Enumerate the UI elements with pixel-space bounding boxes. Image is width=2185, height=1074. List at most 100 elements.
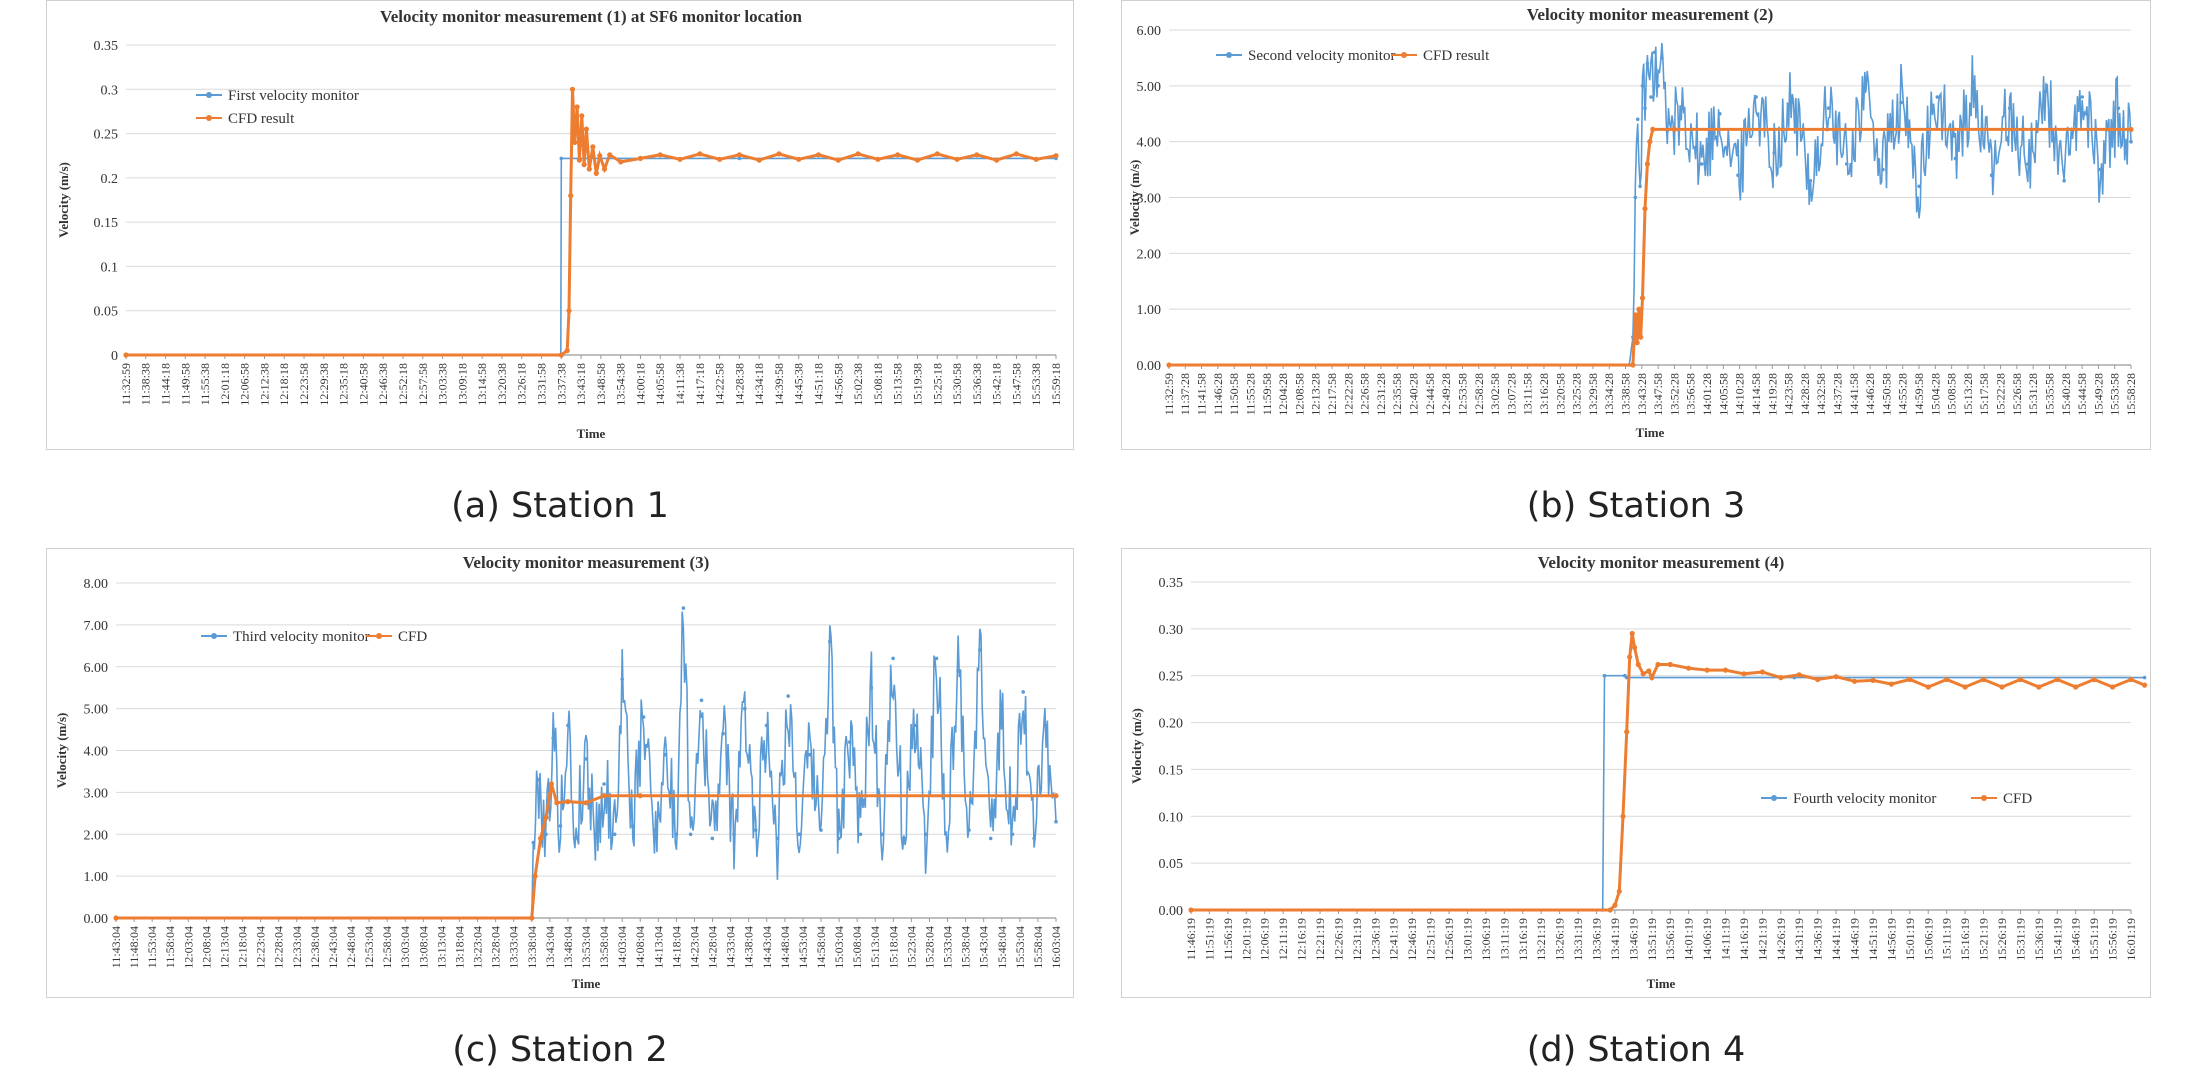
x-tick-label: 13:51:19 <box>1645 918 1659 961</box>
data-point <box>1645 61 1650 66</box>
cfd-series <box>113 781 1059 921</box>
x-tick-label: 14:56:19 <box>1884 918 1898 961</box>
data-point <box>1736 173 1740 177</box>
legend-label: CFD result <box>228 111 295 127</box>
x-tick-label: 14:01:28 <box>1700 373 1714 416</box>
x-tick-label: 14:11:38 <box>673 363 687 405</box>
data-point <box>697 151 703 157</box>
data-point <box>1632 312 1638 318</box>
data-point <box>1844 162 1849 166</box>
data-point <box>1634 340 1640 346</box>
x-tick-label: 11:44:18 <box>159 363 173 405</box>
legend-label: First velocity monitor <box>228 88 359 104</box>
x-tick-label: 14:00:18 <box>633 363 647 406</box>
data-point <box>710 836 715 841</box>
y-tick-label: 4.00 <box>84 745 109 760</box>
x-tick-label: 14:31:19 <box>1792 918 1806 961</box>
data-point <box>597 153 603 159</box>
x-tick-label: 14:26:19 <box>1774 918 1788 961</box>
data-point <box>531 840 536 845</box>
x-tick-label: 15:11:19 <box>1940 918 1954 960</box>
data-point <box>699 698 704 703</box>
data-point <box>544 832 548 837</box>
legend-label: Second velocity monitor <box>1248 48 1395 64</box>
cfd-series <box>1188 630 2148 913</box>
data-point <box>601 166 608 172</box>
data-point <box>1632 645 1638 651</box>
x-tick-label: 14:01:19 <box>1682 918 1696 961</box>
x-tick-label: 11:37:28 <box>1178 373 1192 415</box>
x-tick-label: 14:37:28 <box>1830 373 1844 416</box>
data-point <box>594 832 599 837</box>
x-tick-label: 14:33:04 <box>724 926 738 969</box>
x-tick-label: 15:53:58 <box>2108 373 2122 416</box>
x-tick-label: 14:10:28 <box>1733 373 1747 416</box>
x-tick-label: 13:18:04 <box>452 926 466 969</box>
data-point <box>1627 654 1633 660</box>
data-point <box>732 832 736 837</box>
x-tick-label: 12:46:19 <box>1405 918 1419 961</box>
x-tick-label: 13:09:18 <box>455 363 469 406</box>
chart-title: Velocity monitor measurement (1) at SF6 … <box>380 7 802 26</box>
x-tick-label: 14:55:28 <box>1896 373 1910 416</box>
x-tick-label: 13:16:28 <box>1537 373 1551 416</box>
legend-label: CFD <box>398 629 427 645</box>
data-point <box>566 308 572 314</box>
data-point <box>573 836 577 841</box>
y-axis-label: Velocity (m/s) <box>1129 708 1144 784</box>
data-point <box>753 828 758 832</box>
x-tick-label: 12:22:28 <box>1341 373 1355 416</box>
x-tick-label: 11:55:28 <box>1243 373 1257 415</box>
y-tick-label: 0.00 <box>1137 359 1162 374</box>
x-tick-label: 13:53:04 <box>579 926 593 969</box>
data-point <box>1851 678 1858 684</box>
data-point <box>1881 167 1885 172</box>
legend-marker <box>376 633 382 639</box>
chart-title: Velocity monitor measurement (2) <box>1527 5 1774 24</box>
data-point <box>1704 667 1710 673</box>
legend-marker <box>206 92 212 98</box>
legend-item: CFD <box>366 629 427 645</box>
x-tick-label: 15:21:19 <box>1977 918 1991 961</box>
data-point <box>934 656 939 661</box>
data-point <box>601 793 607 799</box>
chart-frame <box>46 0 1074 450</box>
x-tick-label: 13:08:04 <box>416 926 430 969</box>
data-point <box>1629 630 1635 637</box>
data-point <box>1635 117 1640 122</box>
data-point <box>717 156 723 162</box>
legend-marker <box>206 115 212 121</box>
x-tick-label: 14:23:04 <box>687 926 701 969</box>
x-tick-label: 13:07:28 <box>1504 373 1518 416</box>
x-tick-label: 12:46:38 <box>376 363 390 406</box>
x-tick-label: 15:40:28 <box>2059 373 2073 416</box>
data-point <box>2128 126 2134 132</box>
cfd-line <box>116 783 1056 920</box>
data-point <box>543 814 549 821</box>
x-tick-label: 15:43:04 <box>977 926 991 969</box>
data-point <box>1699 162 1704 166</box>
x-tick-label: 15:19:38 <box>910 363 924 406</box>
x-tick-label: 13:46:19 <box>1626 918 1640 961</box>
x-tick-label: 13:48:58 <box>594 363 608 406</box>
data-point <box>1980 676 1987 683</box>
x-tick-label: 11:50:58 <box>1227 373 1241 415</box>
x-tick-label: 14:16:19 <box>1737 918 1751 961</box>
data-point <box>583 800 589 806</box>
data-point <box>637 155 644 161</box>
data-point <box>1925 684 1931 690</box>
data-point <box>1620 813 1626 819</box>
x-tick-label: 12:52:18 <box>396 363 410 406</box>
data-point <box>538 835 544 841</box>
y-tick-label: 0.35 <box>94 39 119 54</box>
y-tick-label: 8.00 <box>84 577 109 592</box>
x-tick-label: 11:56:19 <box>1221 918 1235 960</box>
data-point <box>2062 179 2066 183</box>
data-point <box>1635 661 1641 668</box>
data-point <box>572 139 578 145</box>
legend-label: CFD result <box>1423 48 1490 64</box>
data-point <box>581 162 587 168</box>
x-tick-label: 14:50:58 <box>1879 373 1893 416</box>
y-tick-label: 1.00 <box>84 870 109 885</box>
x-tick-label: 15:56:19 <box>2106 918 2120 961</box>
